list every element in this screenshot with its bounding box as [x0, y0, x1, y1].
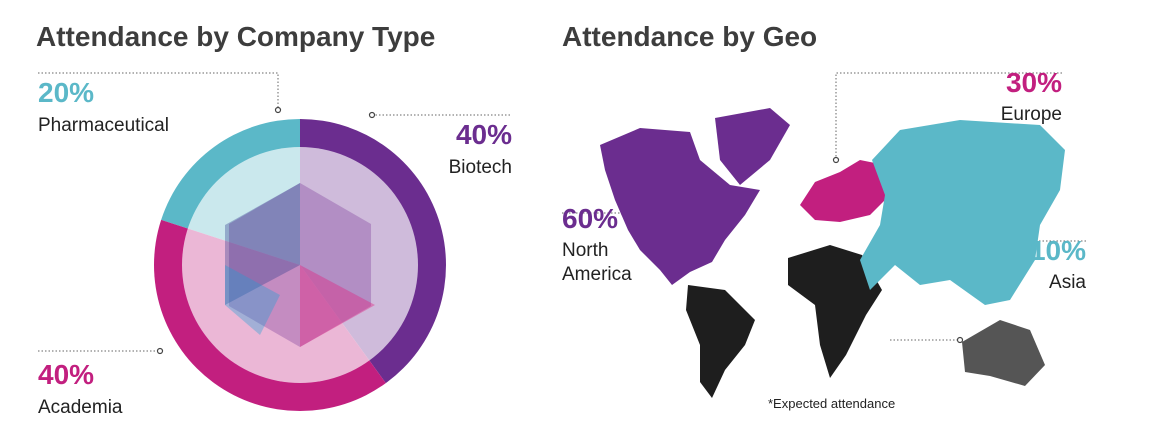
label-line: America [562, 264, 632, 285]
hexagon-decoration [225, 183, 300, 305]
australia [962, 320, 1045, 386]
footnote: *Expected attendance [768, 396, 895, 411]
value-label: 20% [38, 77, 94, 108]
hexagon-decoration [228, 183, 372, 347]
inner-tint [182, 147, 418, 383]
value-label: 10% [1030, 235, 1086, 266]
world-map: 60% North America 30% Europe 10% Asia [562, 67, 1086, 398]
map-region [800, 160, 885, 222]
value-label: 60% [562, 203, 618, 234]
category-label: Asia [1049, 272, 1086, 293]
category-label: Pharmaceutical [38, 115, 169, 136]
chart-title: Attendance by Geo [562, 21, 817, 52]
category-label: Europe [1001, 104, 1062, 125]
map-region [860, 120, 1065, 305]
value-label: 40% [456, 119, 512, 150]
value-label: 30% [1006, 67, 1062, 98]
hexagon-decoration [300, 265, 375, 347]
hexagon-decoration [225, 265, 280, 335]
chart-title: Attendance by Company Type [36, 21, 435, 52]
map-region [600, 128, 760, 285]
category-label: Academia [38, 397, 123, 418]
category-label: Biotech [449, 157, 512, 178]
value-label: 40% [38, 359, 94, 390]
africa [788, 245, 882, 378]
label-line: North [562, 240, 614, 261]
donut-chart: 20% Pharmaceutical 40% Biotech 40% Academia [38, 77, 512, 418]
map-region [715, 108, 790, 185]
category-label: North America [562, 240, 632, 285]
south-america [686, 285, 755, 398]
